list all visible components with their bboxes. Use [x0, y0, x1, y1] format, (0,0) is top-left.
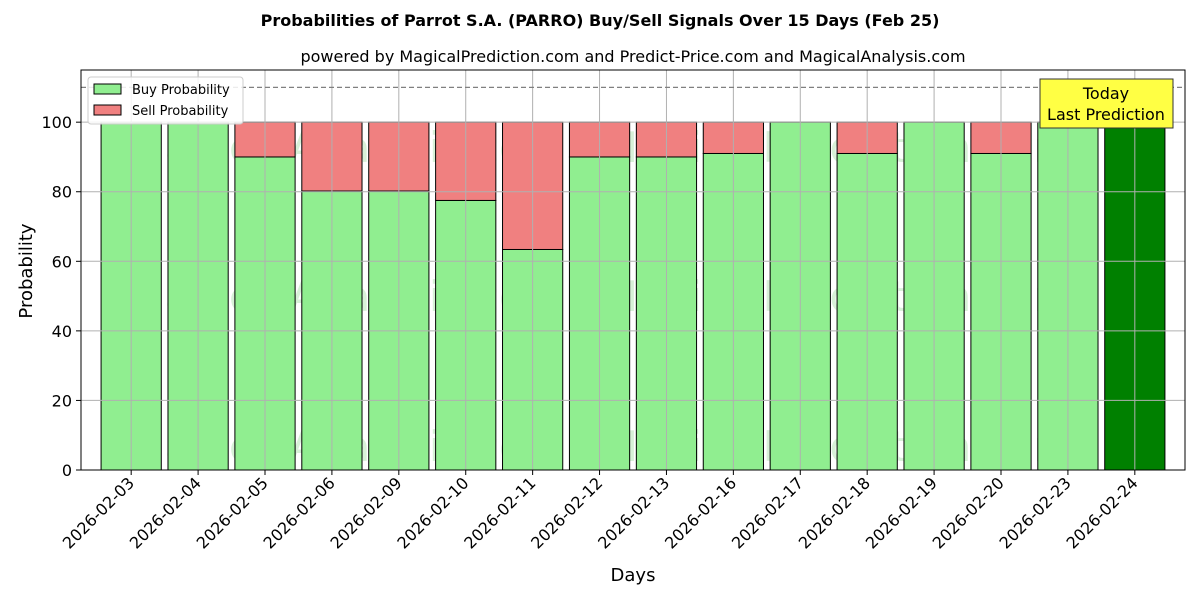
legend-label: Sell Probability: [132, 104, 229, 119]
y-tick-label: 0: [62, 461, 72, 480]
y-tick-label: 40: [52, 322, 72, 341]
annotation-box: [1039, 78, 1174, 129]
chart-title: Probabilities of Parrot S.A. (PARRO) Buy…: [261, 11, 940, 30]
y-tick-label: 100: [41, 113, 72, 132]
x-tick-label: 2026-02-24: [1062, 473, 1141, 552]
y-tick-label: 80: [52, 183, 72, 202]
y-tick-label: 20: [52, 391, 72, 410]
annotation-text: Today: [1082, 84, 1129, 103]
legend-swatch: [93, 104, 122, 116]
y-axis-label: Probability: [16, 223, 37, 318]
chart-subtitle: powered by MagicalPrediction.com and Pre…: [300, 47, 965, 66]
annotation-text: Last Prediction: [1047, 105, 1165, 124]
y-tick-label: 60: [52, 252, 72, 271]
plot-frame: [80, 69, 1186, 471]
legend-box: [87, 76, 244, 125]
x-axis-label: Days: [611, 565, 656, 586]
legend-swatch: [93, 83, 122, 95]
legend-label: Buy Probability: [132, 83, 230, 98]
